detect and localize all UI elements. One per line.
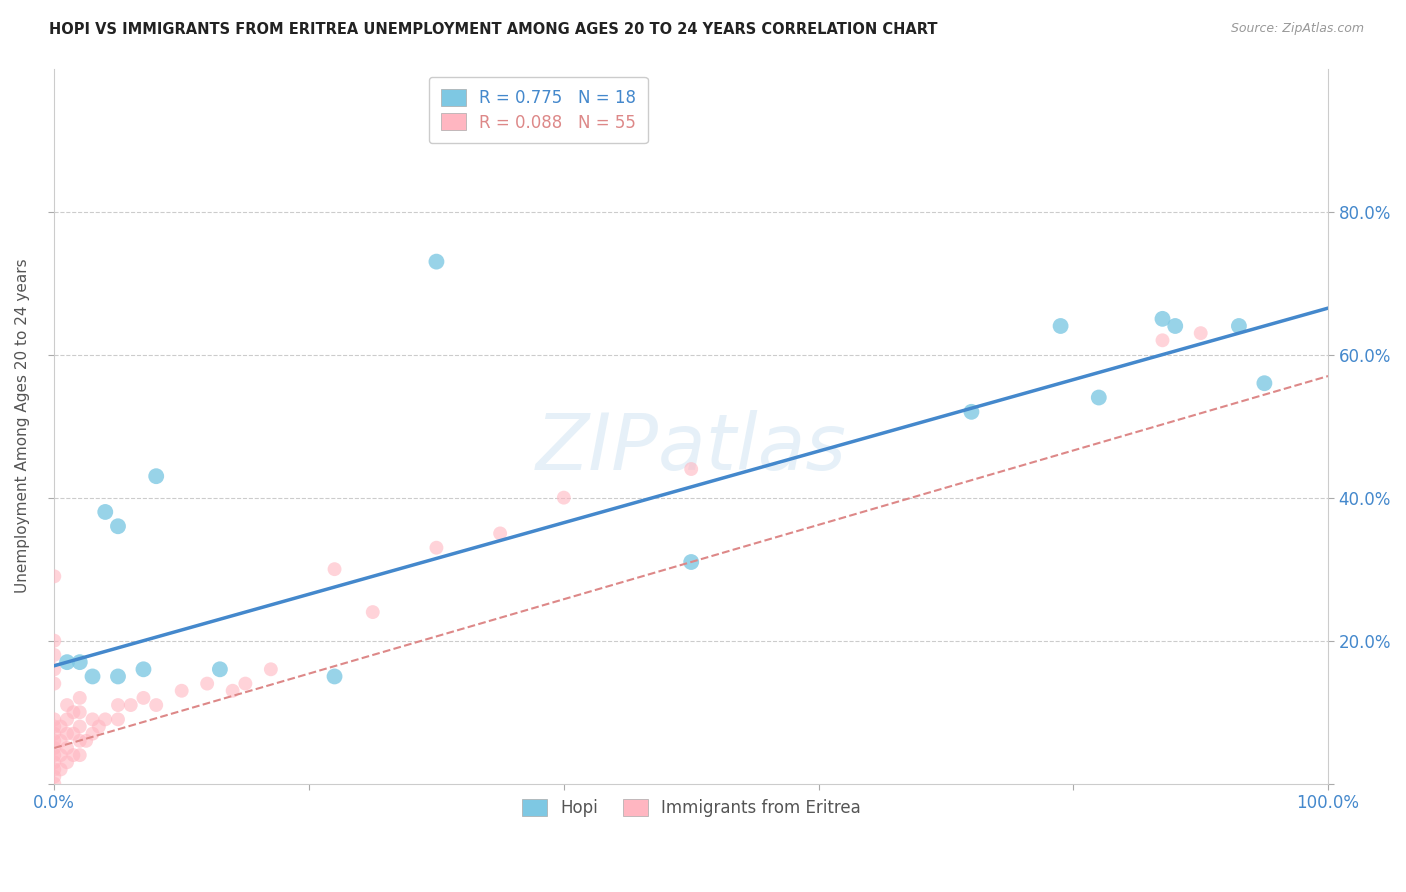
Point <box>56 756 79 770</box>
Point <box>44 756 66 770</box>
Point <box>75 734 97 748</box>
Point <box>145 698 167 712</box>
Point <box>44 648 66 662</box>
Point <box>425 541 447 555</box>
Text: ZIPatlas: ZIPatlas <box>536 409 846 485</box>
Point <box>44 763 66 777</box>
Point <box>1227 318 1250 333</box>
Point <box>69 734 91 748</box>
Point <box>235 676 257 690</box>
Point <box>44 569 66 583</box>
Y-axis label: Unemployment Among Ages 20 to 24 years: Unemployment Among Ages 20 to 24 years <box>15 259 30 593</box>
Point <box>260 662 283 676</box>
Point <box>120 698 142 712</box>
Point <box>361 605 384 619</box>
Point <box>489 526 512 541</box>
Point <box>681 555 703 569</box>
Point <box>69 748 91 763</box>
Point <box>62 705 84 719</box>
Point <box>107 519 129 533</box>
Point <box>69 690 91 705</box>
Point <box>553 491 575 505</box>
Point <box>87 719 110 733</box>
Point <box>107 712 129 726</box>
Point <box>49 763 72 777</box>
Point <box>145 469 167 483</box>
Point <box>56 712 79 726</box>
Point <box>44 770 66 784</box>
Text: Source: ZipAtlas.com: Source: ZipAtlas.com <box>1230 22 1364 36</box>
Point <box>44 719 66 733</box>
Point <box>1253 376 1275 391</box>
Point <box>44 777 66 791</box>
Point <box>56 726 79 740</box>
Point <box>44 748 66 763</box>
Point <box>195 676 218 690</box>
Point <box>94 505 117 519</box>
Point <box>221 683 243 698</box>
Point <box>49 719 72 733</box>
Point <box>82 726 104 740</box>
Point <box>56 698 79 712</box>
Point <box>681 462 703 476</box>
Point <box>44 712 66 726</box>
Point <box>1164 318 1187 333</box>
Point <box>107 698 129 712</box>
Point <box>1049 318 1071 333</box>
Point <box>132 690 155 705</box>
Point <box>56 655 79 669</box>
Point <box>960 405 983 419</box>
Point <box>1152 311 1174 326</box>
Point <box>69 719 91 733</box>
Point <box>323 669 346 683</box>
Point <box>107 669 129 683</box>
Point <box>94 712 117 726</box>
Point <box>425 254 447 268</box>
Point <box>323 562 346 576</box>
Point <box>132 662 155 676</box>
Point <box>49 748 72 763</box>
Legend: Hopi, Immigrants from Eritrea: Hopi, Immigrants from Eritrea <box>513 790 869 825</box>
Point <box>69 705 91 719</box>
Point <box>62 748 84 763</box>
Point <box>44 633 66 648</box>
Point <box>1189 326 1212 340</box>
Point <box>208 662 231 676</box>
Point <box>1152 334 1174 348</box>
Point <box>44 741 66 756</box>
Point <box>49 734 72 748</box>
Point <box>69 655 91 669</box>
Point <box>82 712 104 726</box>
Point <box>62 726 84 740</box>
Text: HOPI VS IMMIGRANTS FROM ERITREA UNEMPLOYMENT AMONG AGES 20 TO 24 YEARS CORRELATI: HOPI VS IMMIGRANTS FROM ERITREA UNEMPLOY… <box>49 22 938 37</box>
Point <box>1088 391 1111 405</box>
Point <box>44 726 66 740</box>
Point <box>44 734 66 748</box>
Point <box>56 741 79 756</box>
Point <box>82 669 104 683</box>
Point <box>44 662 66 676</box>
Point <box>170 683 193 698</box>
Point <box>44 676 66 690</box>
